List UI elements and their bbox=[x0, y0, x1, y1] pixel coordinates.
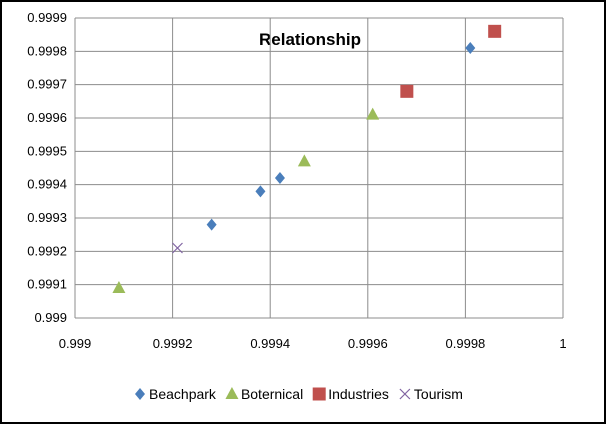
x-axis-ticks: 0.999 0.9992 0.9994 0.9996 0.9998 1 bbox=[59, 336, 567, 351]
y-tick-label: 0.9992 bbox=[27, 243, 67, 258]
data-point-boternical bbox=[112, 281, 126, 293]
data-point-boternical bbox=[366, 107, 380, 120]
legend-label: Beachpark bbox=[149, 386, 217, 402]
data-point-beachpark bbox=[255, 185, 266, 198]
x-tick-label: 0.999 bbox=[59, 336, 92, 351]
legend-label: Boternical bbox=[241, 386, 303, 402]
x-tick-label: 1 bbox=[559, 336, 566, 351]
data-point-tourism bbox=[172, 242, 183, 254]
legend-item-industries: Industries bbox=[312, 386, 389, 402]
y-tick-label: 0.9999 bbox=[27, 10, 67, 25]
legend-label: Tourism bbox=[414, 386, 463, 402]
legend-item-beachpark: Beachpark bbox=[135, 386, 217, 402]
legend-label: Industries bbox=[328, 386, 389, 402]
legend-item-tourism: Tourism bbox=[399, 386, 463, 402]
x-tick-label: 0.9994 bbox=[250, 336, 290, 351]
y-tick-label: 0.9998 bbox=[27, 43, 67, 58]
x-tick-label: 0.9996 bbox=[348, 336, 388, 351]
legend-item-boternical: Boternical bbox=[225, 386, 303, 402]
y-tick-label: 0.9996 bbox=[27, 110, 67, 125]
data-point-industries bbox=[488, 24, 502, 38]
y-tick-label: 0.9994 bbox=[27, 177, 67, 192]
data-point-beachpark bbox=[274, 172, 285, 184]
x-tick-label: 0.9992 bbox=[153, 336, 193, 351]
legend-marker-beachpark bbox=[135, 388, 145, 400]
data-point-boternical bbox=[297, 154, 311, 167]
legend-marker-tourism bbox=[399, 388, 411, 400]
y-tick-label: 0.9991 bbox=[27, 277, 67, 292]
legend-marker-industries bbox=[312, 387, 326, 401]
chart-title: Relationship bbox=[259, 30, 361, 49]
y-tick-label: 0.999 bbox=[34, 310, 67, 325]
y-tick-label: 0.9997 bbox=[27, 77, 67, 92]
legend-marker-boternical bbox=[225, 387, 239, 399]
data-point-beachpark bbox=[465, 42, 476, 54]
grid-lines bbox=[75, 17, 564, 318]
x-tick-label: 0.9998 bbox=[446, 336, 486, 351]
data-point-industries bbox=[400, 84, 414, 98]
axes bbox=[74, 18, 563, 319]
y-tick-label: 0.9993 bbox=[27, 210, 67, 225]
data-point-beachpark bbox=[206, 218, 217, 231]
legend: Beachpark Boternical Industries Tourism bbox=[135, 386, 463, 402]
y-tick-label: 0.9995 bbox=[27, 143, 67, 158]
y-axis-ticks: 0.999 0.9991 0.9992 0.9993 0.9994 0.9995 0.999… bbox=[27, 10, 67, 325]
data-points bbox=[112, 24, 502, 293]
